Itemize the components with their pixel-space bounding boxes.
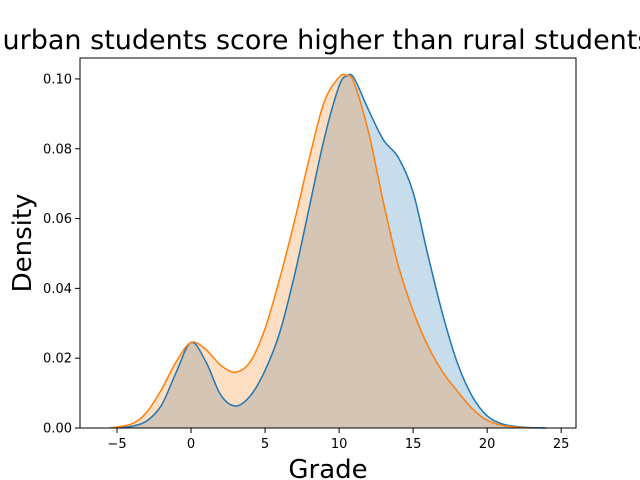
series-2-line — [109, 73, 532, 429]
x-tick-label: 25 — [553, 437, 570, 452]
x-tick-label: 20 — [479, 437, 496, 452]
x-tick-label: 10 — [331, 437, 348, 452]
plot-area — [109, 73, 547, 429]
y-tick-label: 0.00 — [43, 422, 72, 437]
y-axis: 0.00 0.02 0.04 0.06 0.08 0.10 — [43, 72, 80, 437]
plot-frame — [79, 57, 577, 429]
x-axis: −5 0 5 10 15 20 25 — [107, 428, 569, 452]
y-tick-label: 0.02 — [43, 352, 72, 367]
x-tick-label: 15 — [405, 437, 422, 452]
y-tick-label: 0.10 — [43, 72, 72, 87]
x-tick-label: −5 — [107, 437, 126, 452]
y-tick-label: 0.04 — [43, 282, 72, 297]
series-2-fill — [109, 74, 532, 429]
series-1-fill — [117, 74, 547, 428]
x-tick-label: 0 — [187, 437, 195, 452]
y-tick-label: 0.06 — [43, 212, 72, 227]
y-axis-label: Density — [8, 194, 38, 293]
x-axis-label: Grade — [288, 455, 367, 480]
chart-title: urban students score higher than rural s… — [3, 25, 640, 56]
x-tick-label: 5 — [261, 437, 269, 452]
y-tick-label: 0.08 — [43, 142, 72, 157]
